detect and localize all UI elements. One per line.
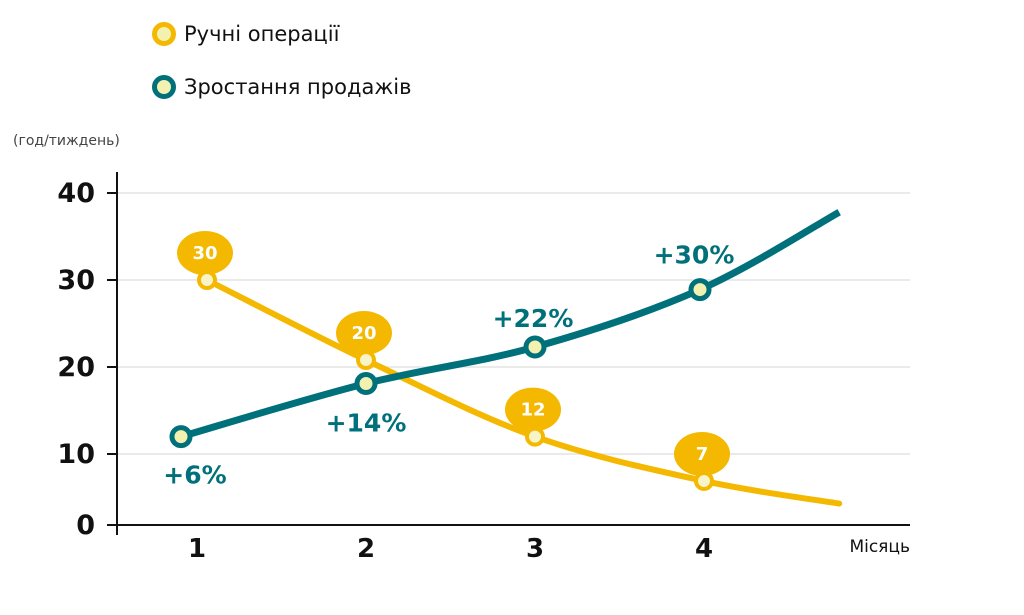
data-label-text: 30	[192, 243, 217, 264]
data-label-sales: +22%	[493, 304, 574, 333]
data-label-text: 12	[520, 400, 545, 421]
x-tick-label: 2	[357, 534, 375, 564]
y-tick-label: 20	[57, 352, 95, 383]
x-tick-label: 3	[526, 534, 544, 564]
legend-item-sales: Зростання продажів	[152, 75, 411, 99]
data-label-text: 20	[351, 323, 376, 344]
y-tick-label: 40	[57, 178, 95, 209]
data-label-sales: +6%	[163, 461, 226, 490]
data-label-bubble	[674, 431, 730, 476]
data-label-manual: 20	[336, 311, 392, 356]
data-label-text: 7	[696, 444, 709, 465]
data-label-manual: 30	[177, 231, 233, 275]
data-point-manual	[356, 350, 376, 371]
legend-marker-icon	[152, 75, 176, 99]
data-label-sales: +30%	[654, 241, 735, 270]
legend-label: Ручні операції	[184, 22, 340, 46]
legend-marker-icon	[152, 22, 176, 46]
data-label-manual: 7	[674, 431, 730, 476]
y-tick-label: 30	[57, 265, 95, 296]
data-point-manual	[197, 270, 217, 290]
y-axis-label: (год/тиждень)	[13, 133, 120, 149]
legend-label: Зростання продажів	[184, 75, 412, 99]
data-label-sales: +14%	[326, 409, 407, 438]
y-tick-label: 0	[76, 510, 95, 541]
x-tick-label: 4	[695, 534, 713, 564]
y-tick-label: 10	[57, 439, 95, 470]
legend-item-manual: Ручні операції	[152, 22, 339, 46]
data-point-sales	[169, 425, 193, 449]
data-point-manual	[525, 426, 545, 447]
x-axis-label: Місяць	[849, 537, 910, 557]
data-point-sales	[523, 335, 547, 359]
data-point-sales	[688, 278, 712, 302]
data-label-bubble	[177, 231, 233, 275]
data-label-manual: 12	[505, 387, 561, 432]
data-point-manual	[694, 470, 714, 491]
data-point-sales	[354, 372, 378, 396]
data-label-bubble	[505, 387, 561, 432]
data-label-bubble	[336, 311, 392, 356]
x-tick-label: 1	[188, 534, 206, 564]
